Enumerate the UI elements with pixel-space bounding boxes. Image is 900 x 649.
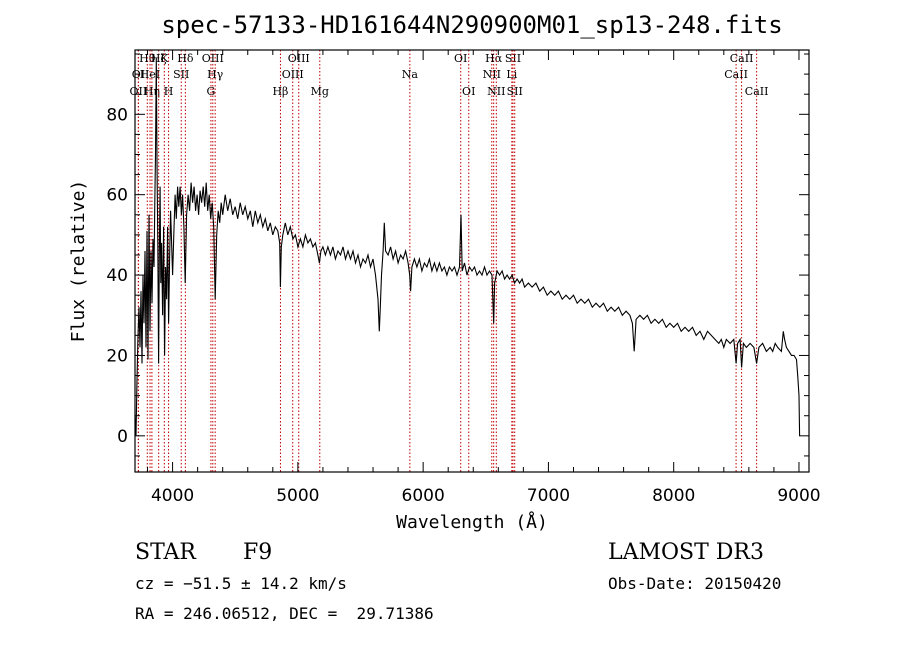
chart-title: spec-57133-HD161644N290900M01_sp13-248.f… [161,11,782,39]
line-marker-label: NII [487,85,505,98]
x-tick-label: 5000 [276,486,319,506]
line-marker-label: H [164,85,174,98]
line-marker-label: OIII [288,52,310,65]
x-tick-label: 7000 [527,486,570,506]
x-tick-label: 8000 [652,486,695,506]
line-marker-label: SII [507,85,523,98]
line-marker-label: Hζ [151,52,167,65]
spectrum-line [134,57,801,436]
line-marker-label: Mg [311,85,329,98]
x-axis-label: Wavelength (Å) [396,511,548,533]
line-marker-label: HeI [140,68,160,81]
line-marker-label: OIII [282,68,304,81]
y-tick-label: 0 [117,427,128,447]
line-marker-label: Hβ [272,85,288,98]
spectral-line-markers: OIIOIHθHηHeIHζKHSIIHδGOIIIHγHβOIIIOIIIMg… [130,50,769,472]
line-marker-label: Hγ [207,68,224,81]
line-marker-label: G [207,85,216,98]
coordinates: RA = 246.06512, DEC = 29.71386 [135,604,434,623]
line-marker-label: OII [130,85,148,98]
line-marker-label: OIII [202,52,224,65]
object-class: STAR [135,540,196,565]
line-marker-label: Li [506,68,517,81]
line-marker-label: CaII [724,68,748,81]
line-marker-label: CaII [745,85,769,98]
line-marker-label: Hα [485,52,503,65]
plot-frame [134,49,810,473]
y-tick-label: 40 [106,266,128,286]
line-marker-label: CaII [730,52,754,65]
line-marker-label: K [160,52,169,65]
line-marker-label: Na [402,68,419,81]
line-marker-label: SII [505,52,521,65]
line-marker-label: Hη [144,85,160,98]
line-marker-label: OI [454,52,467,65]
line-marker-label: OI [462,85,475,98]
y-axis-label: Flux (relative) [68,180,89,343]
x-tick-label: 9000 [777,486,820,506]
obs-date: Obs-Date: 20150420 [608,574,782,593]
object-subclass: F9 [243,540,273,565]
line-marker-label: Hδ [177,52,194,65]
x-tick-label: 6000 [402,486,445,506]
survey-name: LAMOST DR3 [608,540,764,565]
x-axis: 4000 5000 6000 7000 8000 9000 [147,50,821,506]
y-tick-label: 60 [106,186,128,206]
y-tick-label: 20 [106,346,128,366]
y-axis: 0 20 40 60 80 [106,53,809,457]
y-tick-label: 80 [106,105,128,125]
x-tick-label: 4000 [151,486,194,506]
line-marker-label: SII [173,68,189,81]
line-marker-label: NII [483,68,501,81]
redshift-value: cz = −51.5 ± 14.2 km/s [135,574,347,593]
